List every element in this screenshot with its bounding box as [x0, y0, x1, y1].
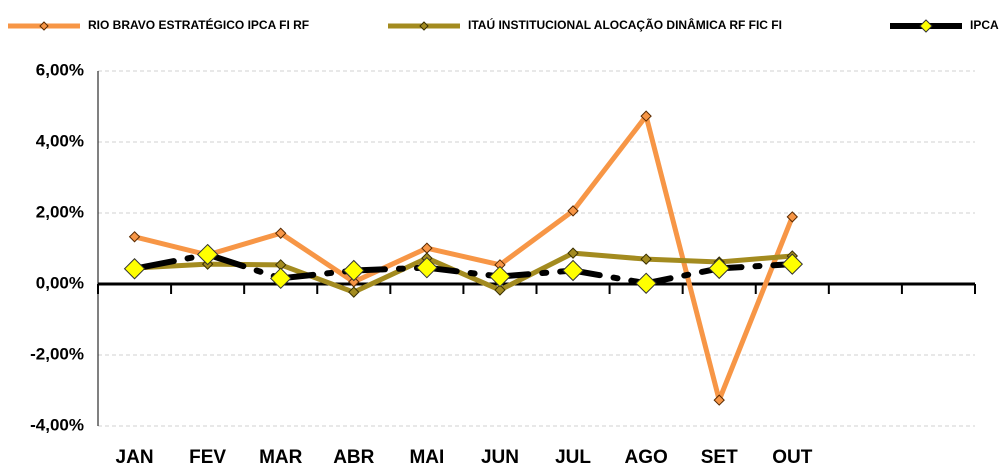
marker — [348, 286, 360, 298]
marker — [567, 205, 579, 217]
marker — [567, 247, 579, 259]
x-tick-label: FEV — [189, 447, 226, 468]
marker — [275, 227, 287, 239]
marker — [416, 256, 438, 279]
legend-label: ITAÚ INSTITUCIONAL ALOCAÇÃO DINÂMICA RF … — [468, 17, 782, 32]
marker — [781, 253, 803, 275]
y-tick-label: 4,00% — [36, 131, 84, 150]
x-tick-label: MAI — [409, 447, 444, 468]
marker — [343, 259, 365, 282]
x-tick-label: OUT — [772, 447, 813, 468]
x-tick-label: SET — [701, 447, 738, 468]
x-tick-label: JUL — [555, 447, 591, 468]
legend-label: IPCA — [970, 18, 999, 32]
x-tick-label: MAR — [259, 447, 303, 468]
marker — [123, 258, 146, 280]
marker — [786, 211, 798, 223]
series-line — [131, 251, 796, 287]
x-tick-label: ABR — [333, 447, 374, 468]
marker — [708, 257, 730, 280]
marker — [196, 243, 219, 266]
y-tick-label: 6,00% — [36, 60, 84, 79]
x-tick-label: JUN — [481, 447, 519, 468]
x-tick-label: JAN — [116, 447, 154, 468]
y-tick-label: 0,00% — [36, 273, 84, 292]
series-line — [132, 113, 795, 403]
y-tick-label: 2,00% — [36, 202, 84, 221]
y-tick-label: -4,00% — [30, 415, 84, 434]
marker — [270, 267, 292, 290]
marker — [494, 284, 506, 296]
marker — [489, 265, 511, 288]
y-tick-label: -2,00% — [30, 344, 84, 363]
marker — [562, 259, 584, 282]
legend-label: RIO BRAVO ESTRATÉGICO IPCA FI RF — [88, 17, 309, 32]
marker — [640, 110, 652, 122]
legend-marker — [919, 19, 933, 33]
marker — [640, 253, 652, 265]
x-tick-label: AGO — [624, 447, 667, 468]
marker — [713, 394, 725, 406]
legend-marker — [39, 21, 49, 31]
marker — [635, 272, 657, 294]
legend-marker — [419, 21, 429, 31]
marker — [128, 231, 141, 243]
